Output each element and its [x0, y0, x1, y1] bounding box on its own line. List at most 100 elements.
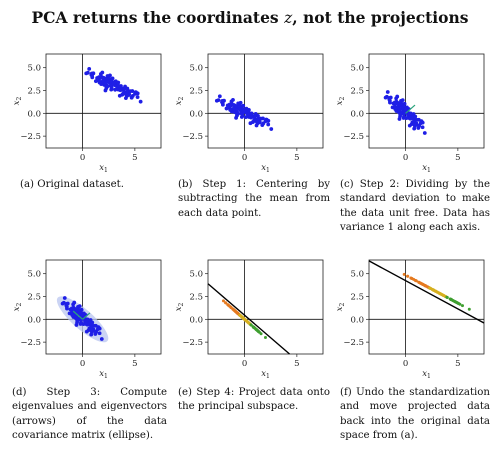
- data-point: [237, 107, 242, 112]
- data-point: [409, 122, 414, 127]
- caption-a: (a) Original dataset.: [20, 179, 125, 190]
- data-point: [412, 122, 417, 127]
- data-point: [249, 115, 253, 120]
- projected-point: [259, 332, 263, 336]
- data-point: [124, 92, 129, 97]
- y-tick-label: 0.0: [189, 315, 203, 325]
- data-point: [231, 98, 235, 102]
- plot-b: 5.0 2.5 0.0 −2.5 0 5 x1 x2: [174, 53, 324, 172]
- reconstructed-point: [467, 307, 471, 311]
- x-axis-label: x1: [261, 369, 270, 378]
- y-tick-label: −2.5: [20, 132, 41, 142]
- data-point: [269, 127, 274, 131]
- data-point: [216, 98, 221, 102]
- data-point: [256, 114, 260, 118]
- data-point: [249, 111, 254, 116]
- x-tick-label: 5: [455, 359, 460, 369]
- data-point: [97, 80, 102, 85]
- reconstruction-line: [368, 260, 485, 324]
- x-tick-label: 5: [132, 359, 137, 369]
- data-point: [217, 94, 222, 99]
- y-tick-label: 2.5: [189, 293, 203, 303]
- data-point: [86, 328, 91, 333]
- data-point: [64, 301, 69, 306]
- data-point: [253, 114, 257, 118]
- data-point: [109, 84, 114, 89]
- caption-d: (d) Step 3: Compute eigenvalues and eige…: [12, 387, 167, 441]
- data-point: [122, 86, 127, 91]
- x-tick-label: 0: [80, 153, 85, 163]
- data-point: [250, 120, 255, 124]
- data-point: [112, 80, 116, 85]
- panel-b: 5.0 2.5 0.0 −2.5 0 5 x1 x2: [172, 48, 332, 172]
- data-point: [113, 87, 118, 92]
- data-point: [420, 125, 425, 130]
- data-point: [395, 101, 400, 105]
- x-axis-label: x1: [261, 163, 270, 172]
- data-point: [69, 308, 74, 313]
- reconstructed-point: [402, 272, 406, 276]
- data-point: [418, 121, 423, 126]
- y-tick-label: 5.0: [27, 64, 41, 74]
- data-point: [236, 101, 241, 106]
- plot-frame: [45, 53, 162, 149]
- data-point: [72, 300, 77, 305]
- data-point: [70, 313, 75, 318]
- eigenvector-1: [72, 310, 84, 320]
- x-tick-label: 5: [294, 153, 299, 163]
- y-tick-label: 0.0: [189, 109, 203, 119]
- projected-point: [263, 336, 267, 340]
- arrow-hint: [405, 104, 416, 114]
- x-tick-label: 0: [242, 359, 247, 369]
- caption-e: (e) Step 4: Project data onto the princi…: [178, 387, 330, 413]
- plot-frame: [368, 259, 485, 355]
- reconstructed-point: [445, 295, 449, 299]
- data-point: [138, 99, 143, 104]
- y-tick-label: 0.0: [27, 315, 41, 325]
- plot-frame: [207, 53, 324, 149]
- data-point: [99, 337, 104, 341]
- data-point: [135, 95, 140, 99]
- plot-e: 5.0 2.5 0.0 −2.5 0 5 x1 x2: [174, 259, 324, 378]
- data-point: [392, 102, 397, 107]
- data-point: [90, 320, 95, 325]
- data-point: [85, 317, 90, 322]
- data-point: [266, 122, 271, 127]
- y-tick-label: 2.5: [350, 293, 364, 303]
- projected-point: [224, 301, 228, 305]
- data-point: [393, 107, 398, 112]
- data-point: [77, 307, 82, 312]
- y-tick-label: 0.0: [350, 315, 364, 325]
- x-axis-label: x1: [422, 369, 431, 378]
- reconstructed-point: [406, 274, 410, 278]
- y-tick-label: 2.5: [27, 293, 41, 303]
- x-axis-label: x1: [99, 163, 108, 172]
- data-point: [120, 92, 125, 97]
- data-point: [397, 107, 402, 112]
- data-point: [240, 111, 245, 116]
- data-point: [412, 119, 417, 123]
- reconstructed-point: [460, 304, 464, 308]
- x-tick-label: 0: [403, 359, 408, 369]
- data-point: [231, 103, 236, 107]
- data-point: [228, 108, 233, 112]
- y-axis-label: x2: [12, 303, 23, 312]
- data-point: [95, 327, 100, 332]
- data-point: [105, 74, 110, 78]
- data-point: [220, 99, 225, 103]
- data-point: [422, 131, 427, 135]
- data-point: [388, 100, 392, 105]
- data-point: [221, 102, 225, 107]
- panel-d: 5.0 2.5 0.0 −2.5 0 5 x1 x2: [10, 254, 170, 378]
- plot-a: 5.0 2.5 0.0 −2.5 0 5 x1 x2: [12, 53, 162, 172]
- x-tick-label: 5: [294, 359, 299, 369]
- data-point: [118, 88, 123, 93]
- data-point: [400, 101, 405, 106]
- data-point: [85, 70, 90, 75]
- y-tick-label: 5.0: [350, 64, 364, 74]
- plot-frame: [207, 259, 324, 355]
- data-point: [404, 116, 409, 121]
- plot-f: 5.0 2.5 0.0 −2.5 0 5 x1 x2: [335, 259, 485, 378]
- data-point: [234, 108, 239, 113]
- y-tick-label: 5.0: [189, 270, 203, 280]
